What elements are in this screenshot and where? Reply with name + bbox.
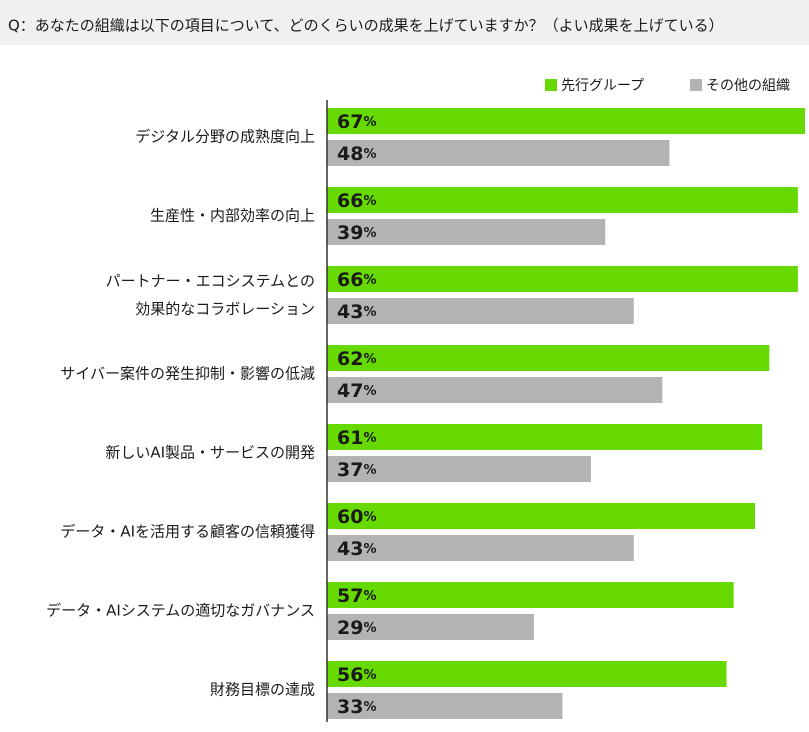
bar [327, 424, 763, 450]
value-label: 33% [337, 696, 376, 718]
value-label: 67% [337, 111, 376, 133]
legend-swatch [545, 79, 557, 91]
value-label: 56% [337, 664, 376, 686]
value-label: 57% [337, 585, 376, 607]
value-label: 66% [337, 190, 376, 212]
bar [327, 140, 670, 166]
value-label: 47% [337, 380, 376, 402]
chart-title: Q：あなたの組織は以下の項目について、どのくらいの成果を上げていますか？（よい成… [8, 17, 724, 35]
title-band [0, 0, 809, 45]
value-label: 60% [337, 506, 376, 528]
category-label: デジタル分野の成熟度向上 [135, 128, 315, 146]
bar [327, 661, 727, 687]
bar [327, 219, 606, 245]
legend-swatch [690, 79, 702, 91]
value-label: 62% [337, 348, 376, 370]
bar [327, 535, 634, 561]
value-label: 37% [337, 459, 376, 481]
bar [327, 614, 534, 640]
value-label: 29% [337, 617, 376, 639]
bar [327, 377, 663, 403]
category-label: データ・AIを活用する顧客の信頼獲得 [60, 523, 315, 541]
category-label: パートナー・エコシステムとの効果的なコラボレーション [106, 272, 315, 318]
category-label: 財務目標の達成 [210, 681, 315, 699]
value-label: 48% [337, 143, 376, 165]
bar [327, 582, 734, 608]
value-label: 43% [337, 301, 376, 323]
category-label: サイバー案件の発生抑制・影響の低減 [60, 365, 315, 383]
category-label: 生産性・内部効率の向上 [150, 207, 315, 225]
legend-label: その他の組織 [706, 78, 790, 94]
bar [327, 266, 798, 292]
bar [327, 298, 634, 324]
bar [327, 693, 563, 719]
legend-label: 先行グループ [561, 78, 644, 94]
value-label: 43% [337, 538, 376, 560]
category-label: 新しいAI製品・サービスの開発 [105, 444, 315, 462]
bar [327, 345, 770, 371]
bar [327, 503, 756, 529]
bar [327, 456, 591, 482]
bar [327, 187, 798, 213]
bar [327, 108, 805, 134]
category-label: データ・AIシステムの適切なガバナンス [46, 602, 315, 620]
value-label: 61% [337, 427, 376, 449]
value-label: 39% [337, 222, 376, 244]
value-label: 66% [337, 269, 376, 291]
